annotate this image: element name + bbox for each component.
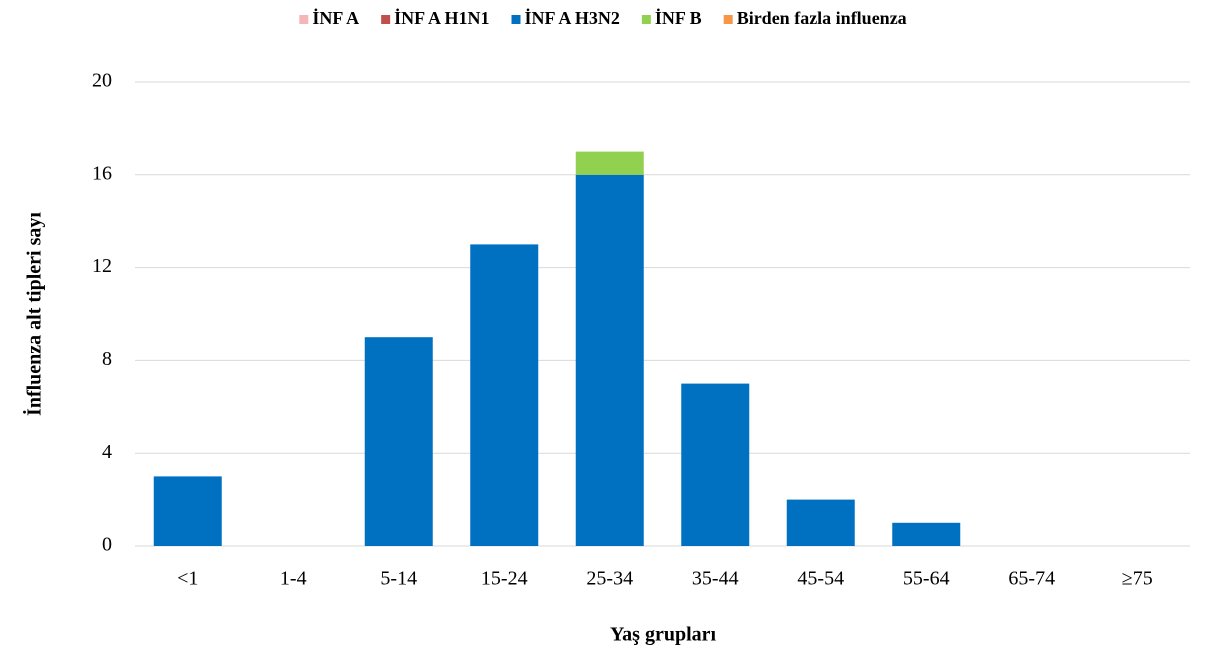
legend-swatch — [723, 15, 733, 24]
x-tick-label: 65-74 — [1008, 568, 1055, 590]
bar-segment — [153, 476, 222, 546]
x-tick-label: 55-64 — [903, 568, 950, 590]
bar-segment — [364, 337, 433, 546]
bar-segment — [575, 174, 644, 547]
legend-label: Birden fazla influenza — [737, 8, 907, 28]
bar-segment — [470, 244, 539, 546]
legend-swatch — [641, 15, 651, 24]
x-tick-label: 5-14 — [380, 568, 417, 590]
y-axis-title: İnfluenza alt tipleri sayı — [22, 212, 46, 416]
x-tick-label: 35-44 — [692, 568, 739, 590]
x-tick-label: 25-34 — [586, 568, 633, 590]
bar-segment — [892, 522, 961, 546]
x-tick-label: 15-24 — [481, 568, 528, 590]
bar-segment — [681, 383, 750, 546]
legend-swatch — [381, 15, 391, 24]
legend-label: İNF A — [312, 8, 359, 28]
x-axis-title: Yaş grupları — [610, 624, 717, 646]
y-tick-label: 20 — [92, 70, 112, 92]
legend-label: İNF B — [655, 8, 702, 28]
legend-swatch — [299, 15, 309, 24]
bar-segment — [786, 499, 855, 546]
x-tick-label: ≥75 — [1122, 568, 1153, 590]
y-tick-label: 8 — [102, 348, 112, 370]
y-tick-label: 0 — [102, 534, 112, 556]
legend-swatch — [511, 15, 521, 24]
legend-label: İNF A H3N2 — [525, 8, 620, 28]
x-tick-label: 45-54 — [797, 568, 844, 590]
y-tick-label: 12 — [92, 255, 112, 277]
x-tick-label: 1-4 — [280, 568, 307, 590]
legend-label: İNF A H1N1 — [394, 8, 489, 28]
x-tick-label: <1 — [177, 568, 198, 590]
y-tick-label: 16 — [92, 162, 112, 184]
y-tick-label: 4 — [102, 441, 112, 463]
bar-segment — [575, 151, 644, 175]
